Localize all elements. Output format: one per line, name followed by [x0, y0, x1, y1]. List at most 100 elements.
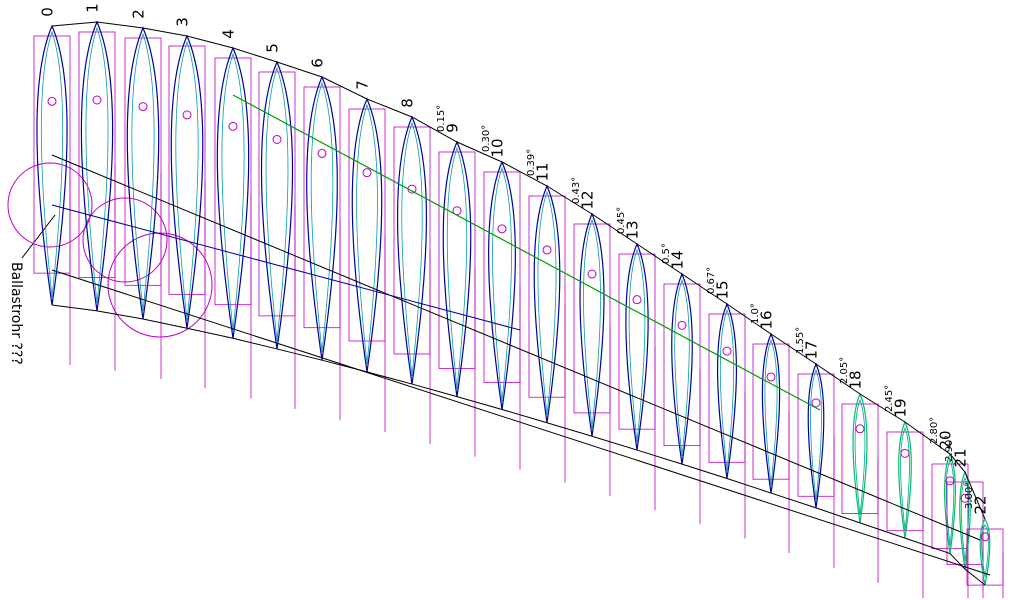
- rib-angle: 0.43°: [571, 177, 582, 204]
- rib-number: 20: [937, 430, 955, 449]
- rib-number: 12: [579, 190, 597, 209]
- rib-inner: [85, 26, 109, 303]
- rib-inner: [719, 308, 735, 471]
- spar-hole: [960, 493, 970, 503]
- rib-frame: [214, 57, 252, 306]
- rib-inner: [446, 146, 468, 389]
- rib-angle: 2.80°: [929, 417, 940, 444]
- rib: [260, 60, 294, 350]
- rib: [126, 26, 160, 320]
- rib-angle: 3.00°: [964, 482, 975, 509]
- rib-frame: [663, 283, 701, 447]
- rib-inner: [265, 66, 289, 341]
- rib-number: 13: [624, 220, 642, 239]
- note: Ballastrohr ???: [8, 262, 24, 365]
- rib-frame: [573, 223, 611, 414]
- rib: [625, 242, 649, 451]
- rib-inner: [810, 368, 822, 500]
- rib: [442, 140, 472, 397]
- rib-frame: [438, 151, 476, 369]
- rib: [216, 46, 250, 339]
- rib: [579, 212, 605, 437]
- rib: [170, 34, 204, 329]
- rib: [351, 97, 383, 372]
- rib-number: 6: [309, 58, 327, 68]
- rib-number: 4: [220, 29, 238, 39]
- rib-inner: [537, 190, 557, 415]
- trailing-edge: [51, 304, 986, 586]
- spar-hole: [317, 148, 327, 158]
- rib-angle: 0.15°: [436, 105, 447, 132]
- rib-number: 10: [489, 138, 507, 157]
- rib-angle: 0.67°: [706, 267, 717, 294]
- rib-inner: [131, 32, 155, 312]
- rib-inner: [40, 30, 64, 298]
- rib-number: 8: [399, 98, 417, 108]
- rib-frame: [124, 37, 162, 286]
- rib-frame: [752, 343, 790, 480]
- rib-frame: [708, 313, 746, 463]
- rib-angle: 0.39°: [526, 149, 537, 176]
- rib-number: 2: [130, 9, 148, 19]
- rib: [306, 75, 338, 361]
- rib-number: 11: [534, 162, 552, 181]
- spar-hole: [138, 102, 148, 112]
- spar-hole: [497, 224, 507, 234]
- spar-line: [51, 269, 991, 576]
- spar-hole: [272, 134, 282, 144]
- rib-frame: [303, 86, 341, 329]
- spar-hole: [900, 448, 910, 458]
- rib-inner: [900, 426, 910, 531]
- spar-hole: [542, 245, 552, 255]
- rib-inner: [221, 52, 245, 331]
- rib-frame: [78, 31, 116, 278]
- rib-angle: 2.45°: [884, 385, 895, 412]
- rib-angle: 0.5°: [661, 243, 672, 264]
- rib-inner: [401, 121, 423, 377]
- rib-number: 1: [84, 3, 102, 13]
- spar-hole: [811, 398, 821, 408]
- leading-edge: [51, 21, 986, 520]
- rib: [488, 160, 516, 410]
- rib-inner: [945, 458, 955, 546]
- rib-number: 17: [803, 340, 821, 359]
- spar-hole: [92, 95, 102, 105]
- rib-inner: [854, 398, 866, 515]
- spar-line: [232, 94, 821, 411]
- spar-hole: [182, 110, 192, 120]
- rib-number: 7: [354, 80, 372, 90]
- rib: [397, 115, 427, 385]
- rib-frame: [258, 71, 296, 317]
- rib-frame: [797, 373, 835, 497]
- spar-hole: [722, 346, 732, 356]
- rib-number: 18: [847, 370, 865, 389]
- spar-hole: [945, 476, 955, 486]
- rib-inner: [960, 476, 970, 562]
- spar-hole: [766, 372, 776, 382]
- spar-hole: [855, 424, 865, 434]
- rib-inner: [628, 248, 646, 443]
- rib-inner: [175, 40, 199, 321]
- rib-angle: 0.30°: [481, 125, 492, 152]
- rib-inner: [583, 218, 601, 429]
- rib-number: 15: [714, 280, 732, 299]
- rib-angle: 1.0°: [750, 303, 761, 324]
- rib-frame: [886, 431, 924, 532]
- rib: [80, 20, 114, 311]
- rib-angle: 0.45°: [616, 207, 627, 234]
- spar-line: [51, 154, 981, 541]
- spar-hole: [362, 168, 372, 178]
- rib: [533, 184, 561, 423]
- rib-number: 9: [444, 123, 462, 133]
- spar-hole: [228, 121, 238, 131]
- rib-angle: 2.90°: [944, 435, 955, 462]
- rib-angle: 1.55°: [795, 327, 806, 354]
- rib-number: 0: [39, 7, 57, 17]
- rib-frame: [393, 126, 431, 355]
- rib: [36, 24, 68, 306]
- rib-inner: [310, 81, 334, 353]
- rib-number: 14: [669, 250, 687, 269]
- rib-frame: [348, 108, 386, 342]
- rib-number: 5: [264, 43, 282, 53]
